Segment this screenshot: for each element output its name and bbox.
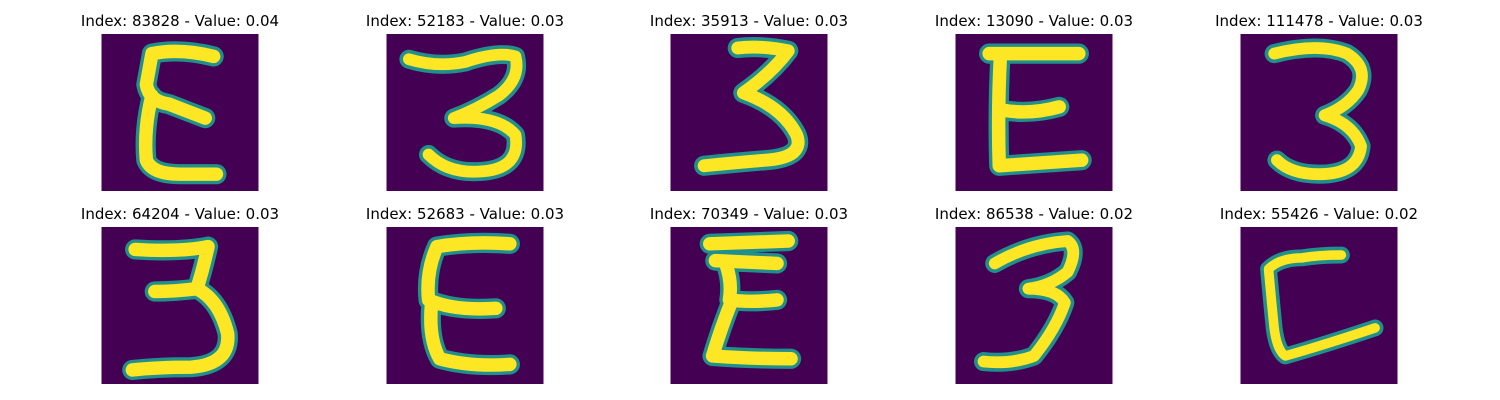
image-panel: Index: 35913 - Value: 0.03 [639,12,859,192]
image-panel: Index: 13090 - Value: 0.03 [924,12,1144,192]
glyph-stroke-core [977,235,1080,369]
image-panel: Index: 83828 - Value: 0.04 [70,12,290,192]
glyph-stroke-core [125,239,235,377]
image-panel: Index: 111478 - Value: 0.03 [1209,12,1429,192]
panel-title: Index: 35913 - Value: 0.03 [649,12,849,30]
panel-title: Index: 55426 - Value: 0.02 [1219,205,1419,223]
digit-image [670,34,828,191]
panel-title: Index: 83828 - Value: 0.04 [80,12,280,30]
digit-image [955,227,1113,384]
image-panel: Index: 52683 - Value: 0.03 [355,205,575,385]
glyph-stroke-core [403,48,523,178]
digit-image [955,34,1113,191]
image-panel: Index: 55426 - Value: 0.02 [1209,205,1429,385]
digit-image [386,227,544,384]
image-panel: Index: 64204 - Value: 0.03 [70,205,290,385]
panel-title: Index: 13090 - Value: 0.03 [934,12,1134,30]
image-panel: Index: 86538 - Value: 0.02 [924,205,1144,385]
panel-title: Index: 111478 - Value: 0.03 [1215,12,1423,30]
panel-title: Index: 52183 - Value: 0.03 [365,12,565,30]
digit-image [101,34,259,191]
glyph-stroke-core [421,236,517,372]
glyph-stroke-core [1263,250,1380,361]
digit-image [386,34,544,191]
glyph-stroke-core [697,40,805,173]
panel-title: Index: 64204 - Value: 0.03 [80,205,280,223]
glyph-stroke-core [138,44,224,181]
panel-title: Index: 52683 - Value: 0.03 [365,205,565,223]
digit-image [101,227,259,384]
glyph-stroke-core [1268,42,1368,181]
panel-title: Index: 70349 - Value: 0.03 [649,205,849,223]
panel-title: Index: 86538 - Value: 0.02 [934,205,1134,223]
image-panel: Index: 70349 - Value: 0.03 [639,205,859,385]
glyph-stroke-core [703,234,798,366]
image-panel: Index: 52183 - Value: 0.03 [355,12,575,192]
digit-image [1240,34,1398,191]
digit-image [1240,227,1398,384]
digit-image [670,227,828,384]
glyph-stroke-core [982,46,1089,173]
